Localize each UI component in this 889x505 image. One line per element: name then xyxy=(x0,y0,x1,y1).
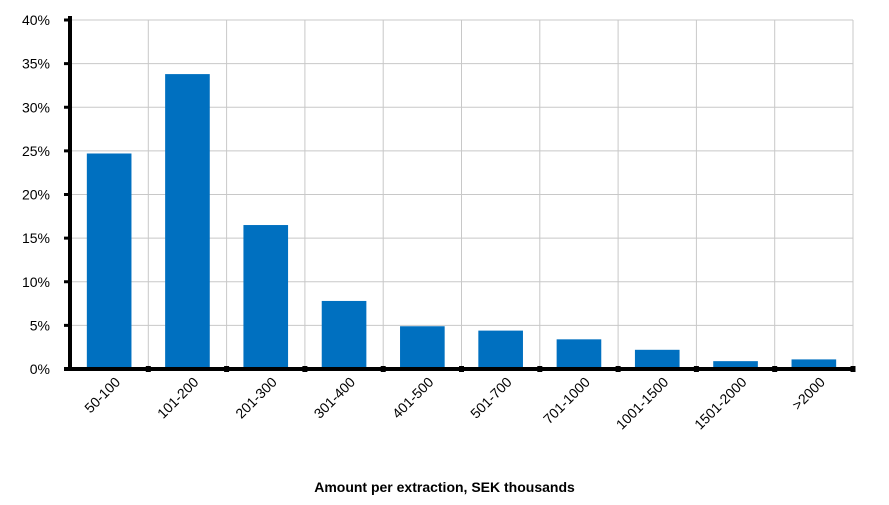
x-tick-label: 1501-2000 xyxy=(691,374,750,433)
y-tick-label: 15% xyxy=(22,230,50,246)
bar xyxy=(556,339,602,369)
y-tick-label: 5% xyxy=(30,317,50,333)
x-tick-label: 301-400 xyxy=(311,374,359,422)
bars xyxy=(86,74,837,369)
x-tick-label: 101-200 xyxy=(154,374,202,422)
x-tick-label: 1001-1500 xyxy=(613,374,672,433)
bar xyxy=(243,225,289,369)
y-tick-labels: 0% 5% 10% 15% 20% 25% 30% 35% 40% xyxy=(22,12,50,377)
x-tick-label: 701-1000 xyxy=(540,374,593,427)
y-tick-label: 30% xyxy=(22,99,50,115)
bar xyxy=(713,361,758,369)
x-tick-label: 501-700 xyxy=(467,374,515,422)
x-tick-label: 201-300 xyxy=(232,374,280,422)
y-tick-label: 40% xyxy=(22,12,50,28)
y-tick-label: 20% xyxy=(22,187,50,203)
bar xyxy=(634,349,680,369)
y-tick-label: 35% xyxy=(22,56,50,72)
axes xyxy=(64,16,856,372)
x-tick-label: 401-500 xyxy=(389,374,437,422)
x-tick-labels: 50-100 101-200 201-300 301-400 401-500 501-70… xyxy=(81,374,828,433)
bar xyxy=(791,359,837,369)
x-tick-label: >2000 xyxy=(789,374,828,413)
bar xyxy=(321,300,367,369)
x-tick-label: 50-100 xyxy=(81,374,123,416)
y-tick-label: 25% xyxy=(22,143,50,159)
x-axis-title: Amount per extraction, SEK thousands xyxy=(314,479,575,495)
bar xyxy=(86,153,132,369)
y-tick-label: 10% xyxy=(22,274,50,290)
bar xyxy=(400,326,445,369)
y-tick-label: 0% xyxy=(30,361,50,377)
bar xyxy=(478,330,523,369)
bar xyxy=(165,74,210,369)
